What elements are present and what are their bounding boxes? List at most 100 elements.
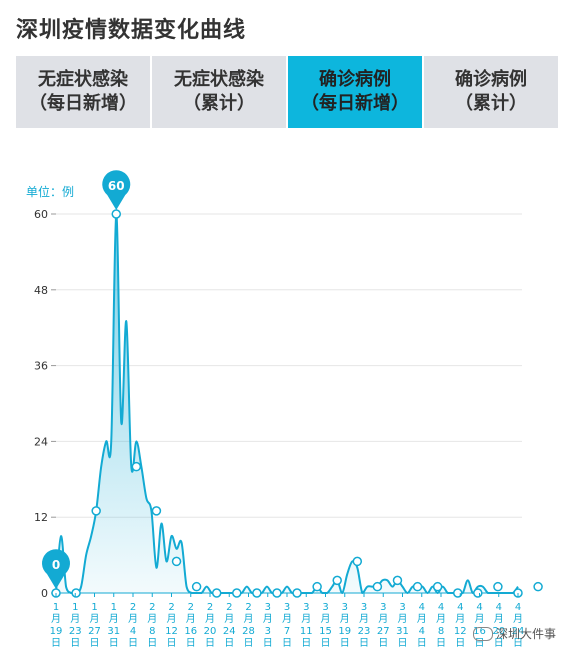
- x-tick-label: 2: [130, 602, 136, 613]
- x-tick-label: 3: [399, 602, 405, 613]
- x-tick-label: 月: [378, 613, 388, 625]
- x-tick-label: 27: [377, 626, 390, 637]
- y-unit-label: 单位：例: [26, 184, 74, 199]
- x-tick-label: 月: [455, 613, 465, 625]
- x-tick-label: 4: [438, 602, 444, 613]
- x-tick-label: 月: [147, 613, 157, 625]
- x-tick-label: 16: [473, 626, 486, 637]
- wechat-icon: [472, 626, 493, 641]
- x-tick-label: 月: [224, 613, 234, 625]
- x-tick-label: 月: [109, 613, 119, 625]
- pin-label: 1: [534, 160, 542, 163]
- data-point: [332, 575, 342, 586]
- data-point: [452, 588, 463, 598]
- data-point: [292, 588, 302, 598]
- x-tick-label: 3: [265, 602, 271, 613]
- x-tick-label: 27: [88, 626, 101, 637]
- data-point: [252, 588, 262, 598]
- tab-1[interactable]: 无症状感染 （累计）: [152, 56, 286, 128]
- data-point: [191, 581, 202, 592]
- x-tick-label: 24: [223, 626, 236, 637]
- tab-0[interactable]: 无症状感染 （每日新增）: [16, 56, 150, 128]
- x-tick-label: 月: [513, 613, 523, 625]
- x-tick-label: 8: [149, 626, 155, 637]
- x-tick-label: 4: [419, 602, 425, 613]
- x-tick-label: 日: [70, 638, 80, 649]
- data-point: [493, 581, 503, 592]
- y-tick-label: 36: [34, 360, 48, 373]
- tab-2[interactable]: 确诊病例 （每日新增）: [288, 56, 422, 128]
- x-tick-label: 日: [186, 638, 196, 649]
- x-tick-label: 月: [128, 613, 138, 625]
- x-tick-label: 日: [51, 638, 61, 649]
- chart-area: 单位：例 0 12 24 36 48 60 1 月 19 日 1 月 23 日 1 月 27 日 1 月 31 日 2 月 4 日 2…: [0, 149, 574, 660]
- x-tick-label: 日: [321, 638, 331, 649]
- x-tick-label: 日: [455, 638, 465, 649]
- x-tick-label: 1: [72, 602, 78, 613]
- x-tick-label: 日: [513, 638, 523, 649]
- x-tick-label: 月: [167, 613, 177, 625]
- x-tick-label: 日: [301, 638, 311, 649]
- x-tick-label: 2: [149, 602, 155, 613]
- x-tick-label: 3: [265, 626, 271, 637]
- x-tick-label: 日: [167, 638, 177, 649]
- x-tick-label: 日: [494, 638, 504, 649]
- x-tick-label: 31: [107, 626, 120, 637]
- value-pin: [42, 549, 71, 589]
- x-tick-label: 4: [515, 602, 521, 613]
- data-point: [412, 581, 423, 592]
- x-tick-label: 3: [342, 602, 348, 613]
- x-tick-label: 月: [51, 613, 61, 625]
- x-tick-label: 月: [301, 613, 311, 625]
- x-tick-label: 日: [147, 638, 157, 649]
- x-tick-label: 31: [396, 626, 409, 637]
- tab-label: 确诊病例: [319, 69, 391, 90]
- x-tick-label: 2: [245, 602, 251, 613]
- data-point: [232, 588, 242, 598]
- x-tick-label: 月: [205, 613, 215, 625]
- data-point: [352, 556, 363, 567]
- x-tick-label: 1: [111, 602, 117, 613]
- data-point: [392, 575, 403, 586]
- tab-label: 无症状感染: [174, 69, 264, 90]
- x-tick-label: 月: [321, 613, 331, 625]
- x-tick-label: 11: [300, 626, 313, 637]
- x-tick-label: 2: [168, 602, 174, 613]
- x-tick-label: 月: [340, 613, 350, 625]
- x-tick-label: 日: [417, 638, 427, 649]
- y-tick-label: 12: [34, 511, 48, 524]
- value-pin: [102, 170, 131, 210]
- x-tick-label: 月: [244, 613, 254, 625]
- x-tick-label: 4: [130, 626, 136, 637]
- pin-label: 0: [52, 558, 60, 572]
- data-point: [151, 506, 162, 516]
- y-tick-label: 0: [41, 587, 48, 600]
- x-tick-label: 20: [492, 626, 505, 637]
- y-tick-label: 48: [34, 284, 48, 297]
- x-tick-label: 日: [128, 638, 138, 649]
- x-tick-label: 日: [282, 638, 292, 649]
- x-tick-label: 月: [263, 613, 273, 625]
- data-point: [272, 588, 282, 598]
- tab-sublabel: （每日新增）: [301, 93, 409, 114]
- page-title: 深圳疫情数据变化曲线: [16, 18, 247, 43]
- x-tick-label: 日: [436, 638, 446, 649]
- x-tick-label: 2: [226, 602, 232, 613]
- x-tick-label: 日: [109, 638, 119, 649]
- x-tick-label: 4: [476, 602, 482, 613]
- x-tick-label: 4: [496, 602, 502, 613]
- tab-3[interactable]: 确诊病例 （累计）: [424, 56, 558, 128]
- pin-label: 60: [108, 179, 125, 193]
- x-tick-label: 月: [359, 613, 369, 625]
- x-tick-label: 日: [398, 638, 408, 649]
- x-tick-label: 月: [417, 613, 427, 625]
- x-tick-label: 2: [188, 602, 194, 613]
- x-tick-label: 月: [475, 613, 485, 625]
- y-tick-label: 24: [34, 435, 48, 448]
- x-tick-label: 1: [91, 602, 97, 613]
- x-tick-label: 3: [380, 602, 386, 613]
- x-tick-label: 日: [475, 638, 485, 649]
- x-tick-label: 4: [457, 602, 463, 613]
- x-tick-label: 3: [361, 602, 367, 613]
- data-point: [171, 556, 182, 567]
